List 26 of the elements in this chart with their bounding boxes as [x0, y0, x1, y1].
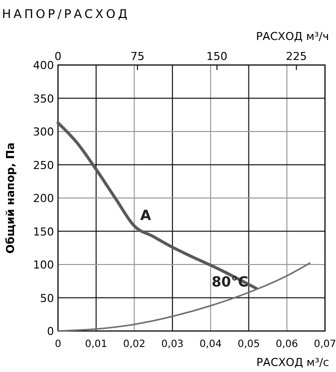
y-axis-title: Общий напор, Па	[4, 142, 17, 254]
x-tick-label: 0,01	[85, 339, 108, 350]
x-tick-label: 0,06	[276, 339, 298, 350]
y-tick-label: 300	[33, 126, 54, 138]
annotation: 80°C	[212, 274, 248, 290]
x-tick-label: 0,03	[161, 339, 184, 350]
x2-axis-title: РАСХОД м³/ч	[256, 30, 329, 43]
y-tick-label: 100	[33, 258, 54, 272]
x-tick-label: 0,07	[314, 339, 336, 350]
y-tick-label: 150	[33, 225, 54, 238]
x2-tick-label: 75	[130, 50, 144, 63]
y-tick-label: 400	[33, 59, 54, 72]
chart-title: НАПОР/РАСХОД	[2, 7, 130, 21]
x-axis-title: РАСХОД м³/с	[256, 356, 329, 369]
x-tick-label: 0,04	[199, 339, 222, 350]
y-tick-label: 200	[33, 192, 54, 205]
x-tick-label: 0	[54, 339, 62, 350]
y-tick-label: 0	[47, 325, 54, 338]
y-tick-label: 350	[33, 92, 54, 106]
x-tick-label: 0,05	[238, 339, 260, 350]
x-tick-label: 0,02	[123, 339, 146, 350]
y-tick-label: 250	[33, 158, 54, 172]
x2-tick-label: 150	[206, 50, 228, 63]
y-tick-label: 50	[40, 292, 54, 305]
x2-tick-label: 225	[286, 50, 307, 63]
annotation: A	[140, 208, 152, 224]
